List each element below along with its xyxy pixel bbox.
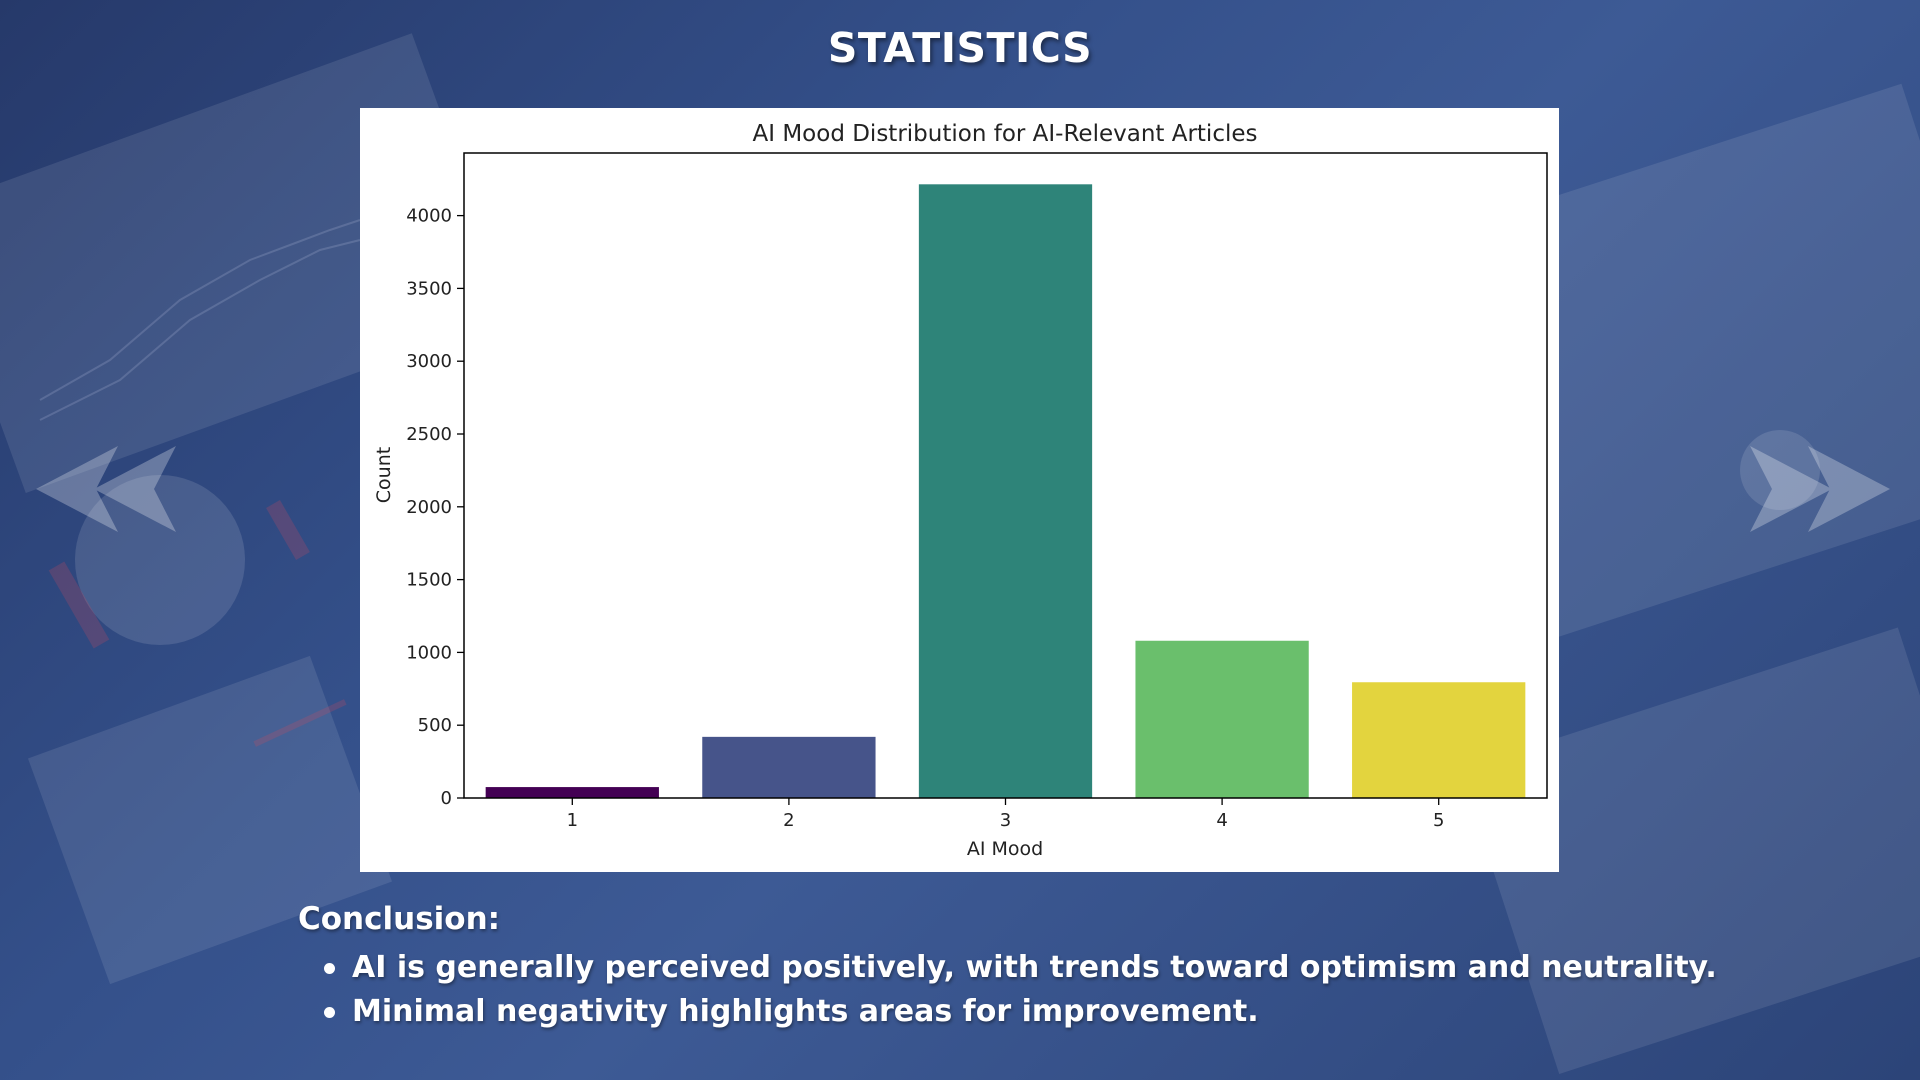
bar-3	[918, 184, 1093, 799]
slide-title: STATISTICS	[827, 24, 1093, 72]
conclusion-section: Conclusion: AI is generally perceived po…	[298, 902, 1798, 1034]
bar-4	[1135, 640, 1309, 798]
y-tick-label: 3000	[406, 351, 452, 372]
x-axis-label: AI Mood	[967, 838, 1043, 860]
y-tick-label: 0	[441, 788, 452, 809]
x-axis: 1 2 3 4 5	[567, 798, 1444, 831]
y-tick-label: 2500	[406, 424, 452, 445]
y-axis: 0 500 1000 1500 2000 2500 3000 3500 4000	[406, 206, 464, 809]
x-tick-label: 2	[783, 810, 794, 831]
double-chevron-left-icon	[36, 446, 176, 532]
conclusion-heading: Conclusion:	[298, 901, 501, 937]
bar-5	[1352, 682, 1526, 798]
y-tick-label: 3500	[406, 278, 452, 299]
conclusion-bullet: AI is generally perceived positively, wi…	[324, 946, 1798, 990]
x-tick-label: 4	[1216, 810, 1227, 831]
conclusion-list: AI is generally perceived positively, wi…	[298, 946, 1798, 1034]
y-tick-label: 2000	[406, 497, 452, 518]
double-chevron-right-icon	[1750, 446, 1890, 532]
y-tick-label: 1500	[406, 570, 452, 591]
bar-1	[485, 787, 659, 798]
x-tick-label: 1	[567, 810, 578, 831]
chart-panel: AI Mood Distribution for AI-Relevant Art…	[360, 108, 1559, 872]
bars-layer	[485, 184, 1526, 799]
bar-chart: AI Mood Distribution for AI-Relevant Art…	[373, 121, 1548, 860]
x-tick-label: 5	[1433, 810, 1444, 831]
conclusion-bullet: Minimal negativity highlights areas for …	[324, 990, 1798, 1034]
bar-2	[702, 736, 876, 798]
y-tick-label: 4000	[406, 206, 452, 227]
y-tick-label: 1000	[406, 642, 452, 663]
y-tick-label: 500	[418, 715, 452, 736]
y-axis-label: Count	[373, 447, 395, 503]
chart-title: AI Mood Distribution for AI-Relevant Art…	[753, 121, 1258, 147]
x-tick-label: 3	[1000, 810, 1011, 831]
